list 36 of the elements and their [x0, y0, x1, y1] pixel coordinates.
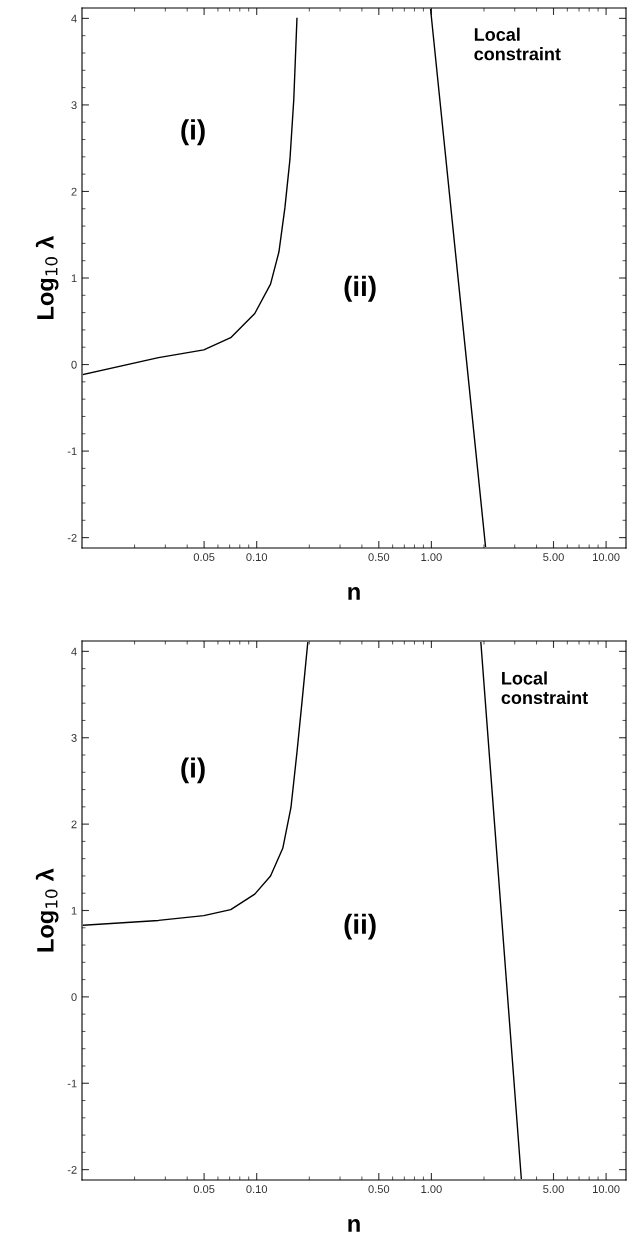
- annotation: Local constraint: [501, 671, 588, 705]
- y-tick-label: 4: [71, 647, 77, 656]
- y-axis-title: Log$_{10}$ λ: [35, 868, 59, 952]
- x-tick-label: 10.00: [593, 553, 620, 562]
- x-tick-label: 0.50: [368, 1185, 390, 1194]
- x-tick-label: 0.50: [368, 553, 390, 562]
- annotation: (ii): [344, 275, 376, 302]
- y-axis-title: Log$_{10}$ λ: [35, 235, 59, 319]
- y-tick-label: 3: [71, 101, 77, 110]
- y-tick-label: 3: [71, 734, 77, 742]
- x-tick-label: 0.05: [193, 553, 215, 562]
- annotation: (ii): [344, 913, 376, 940]
- y-tick-label: -2: [67, 533, 77, 542]
- y-tick-label: 1: [71, 274, 77, 283]
- y-tick-label: 4: [71, 14, 77, 23]
- y-tick-label: 0: [71, 360, 77, 369]
- y-tick-label: -2: [67, 1165, 77, 1174]
- x-axis-title: n: [348, 1219, 360, 1232]
- annotation: (i): [181, 757, 205, 784]
- y-tick-label: 2: [71, 187, 77, 196]
- x-tick-label: 1.00: [421, 1185, 442, 1194]
- y-tick-label: -1: [67, 447, 77, 456]
- y-tick-label: 0: [71, 993, 77, 1002]
- annotation: (i): [181, 119, 205, 146]
- y-tick-label: -1: [67, 1079, 77, 1088]
- x-tick-label: 0.05: [193, 1185, 215, 1194]
- x-tick-label: 5.00: [543, 1185, 564, 1194]
- annotation: Local constraint: [474, 27, 561, 61]
- x-tick-label: 1.00: [421, 553, 442, 562]
- y-tick-label: 1: [71, 906, 77, 915]
- x-tick-label: 5.00: [543, 553, 564, 562]
- y-tick-label: 2: [71, 820, 77, 829]
- x-tick-label: 0.10: [246, 1185, 268, 1194]
- x-tick-label: 0.10: [246, 553, 268, 562]
- x-axis-title: n: [348, 587, 360, 600]
- x-tick-label: 10.00: [593, 1185, 620, 1194]
